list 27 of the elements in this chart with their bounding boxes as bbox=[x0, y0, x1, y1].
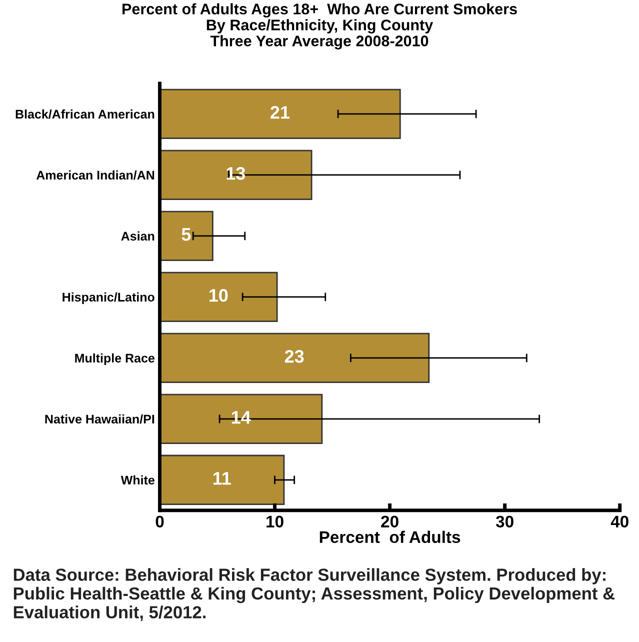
bar bbox=[160, 88, 401, 140]
x-tick-label: 0 bbox=[156, 516, 164, 528]
source-note: Data Source: Behavioral Risk Factor Surveillance System. Produced by: Public Health-Seattle & King County; Assessment, Policy Development & Evaluation Unit, 5/2012. bbox=[14, 568, 615, 621]
data-label: 11 bbox=[213, 472, 231, 485]
y-tick-label: American Indian/AN bbox=[36, 170, 154, 180]
x-tick-label: 10 bbox=[266, 516, 284, 528]
x-tick-label: 40 bbox=[610, 516, 628, 528]
bar bbox=[160, 454, 285, 505]
y-tick-label: Asian bbox=[121, 231, 154, 241]
x-tick-label: 30 bbox=[496, 516, 514, 528]
x-tick-label: 20 bbox=[381, 516, 398, 528]
y-tick-label: White bbox=[120, 475, 154, 485]
y-tick-label: Hispanic/Latino bbox=[62, 292, 154, 304]
bar bbox=[160, 272, 278, 322]
bar bbox=[160, 394, 323, 444]
bar bbox=[160, 150, 312, 200]
chart-title: Percent of Adults Ages 18+ Who Are Current Smokers By Race/Ethnicity, King County Three Year Average 2008-2010 bbox=[122, 3, 517, 50]
data-label: 23 bbox=[284, 350, 304, 363]
bar bbox=[160, 210, 214, 262]
bar bbox=[160, 332, 430, 384]
data-label: 21 bbox=[270, 106, 290, 119]
data-label: 5 bbox=[182, 228, 191, 241]
y-tick-label: Black/African American bbox=[16, 109, 154, 119]
y-tick-label: Multiple Race bbox=[75, 353, 154, 366]
data-label: 10 bbox=[210, 288, 228, 302]
y-tick-label: Native Hawaiian/PI bbox=[45, 414, 154, 424]
x-axis-title: Percent of Adults bbox=[320, 530, 460, 544]
